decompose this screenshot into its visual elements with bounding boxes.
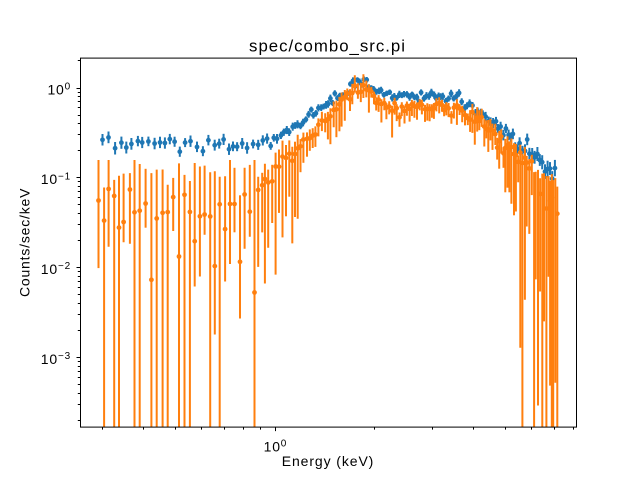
svg-text:Energy (keV): Energy (keV) — [282, 453, 375, 469]
svg-text:spec/combo_src.pi: spec/combo_src.pi — [249, 37, 406, 56]
svg-text:Counts/sec/keV: Counts/sec/keV — [17, 188, 33, 297]
svg-text:100: 100 — [264, 439, 288, 455]
svg-text:100: 100 — [47, 81, 71, 97]
